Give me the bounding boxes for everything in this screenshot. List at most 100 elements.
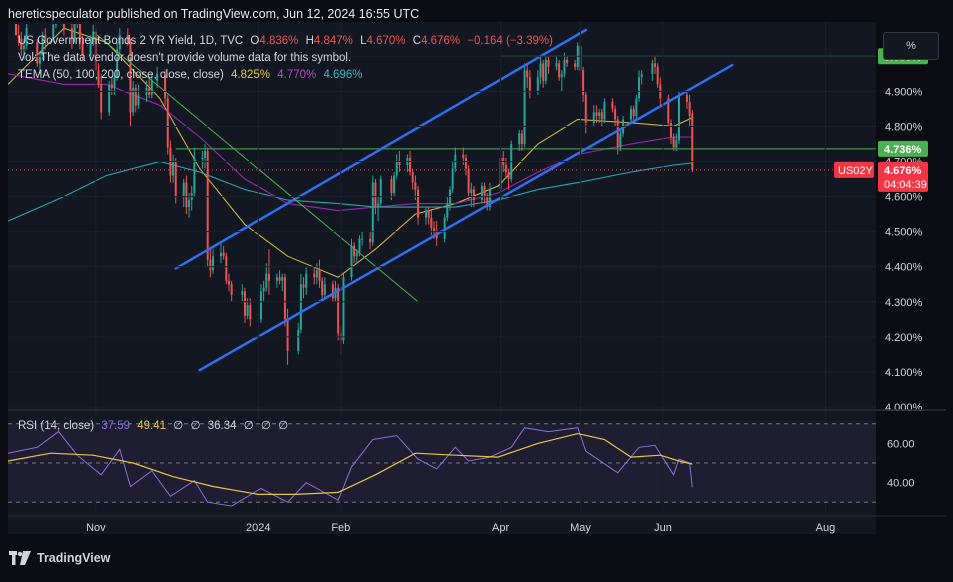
candle-body (353, 246, 355, 257)
publisher-header: hereticspeculator published on TradingVi… (8, 7, 419, 21)
symbol-tag-text: US02Y (838, 165, 874, 177)
price-label-text: 4.676% (884, 165, 922, 177)
candle-body (167, 98, 169, 147)
candle-body (673, 137, 675, 148)
candle-body (374, 183, 376, 208)
y-tick-label: 4.000% (885, 402, 923, 414)
candle-body (108, 84, 110, 112)
symbol-title[interactable]: US Government Bonds 2 YR Yield, 1D, TVC (18, 35, 243, 47)
x-tick-label: 2024 (246, 522, 270, 534)
candle-body (396, 162, 398, 176)
candle-body (670, 123, 672, 137)
candle-body (279, 277, 281, 281)
rsi-legend[interactable]: RSI (14, close) 37.59 49.41 ∅ ∅ 36.34 ∅ … (18, 418, 288, 432)
candle-body (619, 133, 621, 147)
candle-body (193, 158, 195, 193)
candle-body (172, 162, 174, 176)
candle-body (223, 253, 225, 257)
candle-body (204, 151, 206, 158)
y-tick-label: 4.900% (885, 86, 923, 98)
candle-body (598, 112, 600, 116)
candle-body (247, 305, 249, 316)
candle (380, 176, 382, 208)
candle-body (558, 63, 560, 77)
candle (225, 253, 227, 285)
candle-body (225, 256, 227, 281)
tema-label[interactable]: TEMA (50, 100, 200, close, close, close) (18, 69, 224, 81)
candle-body (574, 63, 576, 67)
candle-body (446, 204, 448, 218)
candle-body (393, 176, 395, 194)
rsi-empty-1: ∅ (173, 420, 183, 432)
candle-body (409, 158, 411, 172)
candle-body (689, 102, 691, 116)
y-tick-label: 4.800% (885, 121, 923, 133)
candle-body (417, 190, 419, 218)
candle-body (686, 95, 688, 102)
candle-body (651, 63, 653, 74)
candle-body (183, 183, 185, 197)
candle-body (505, 165, 507, 172)
candle-body (332, 284, 334, 298)
candle-body (111, 84, 113, 88)
candle-body (548, 60, 550, 67)
candle-body (641, 74, 643, 78)
candle-body (595, 112, 597, 116)
candle-body (361, 239, 363, 240)
candle-body (561, 74, 563, 78)
candle-body (350, 246, 352, 278)
candle-body (369, 239, 371, 243)
symbol-legend[interactable]: US Government Bonds 2 YR Yield, 1D, TVC … (18, 35, 553, 47)
candle-body (151, 81, 153, 95)
rsi-ma-value: 49.41 (137, 420, 166, 432)
candle-body (428, 211, 430, 218)
candle-body (614, 109, 616, 120)
y-tick-label: 4.500% (885, 227, 923, 239)
candle-body (380, 179, 382, 204)
percent-scale-button[interactable]: % (883, 32, 939, 60)
candle-body (281, 277, 283, 281)
candle-body (654, 63, 656, 67)
candle-body (358, 239, 360, 253)
change-value: −0.164 (−3.39%) (467, 35, 553, 47)
candle-body (185, 183, 187, 208)
y-tick-label: 4.200% (885, 332, 923, 344)
candle-body (220, 253, 222, 257)
rsi-tick-label: 60.00 (887, 438, 915, 450)
candle-body (473, 190, 475, 201)
rsi-empty-2: ∅ (190, 420, 200, 432)
candle-body (412, 172, 414, 183)
candle (524, 63, 526, 147)
candle-body (263, 288, 265, 292)
candle-body (297, 330, 299, 351)
candle-body (303, 284, 305, 288)
candle-body (137, 95, 139, 106)
candle-body (585, 95, 587, 123)
candle-body (566, 60, 568, 64)
candle-body (529, 77, 531, 91)
rsi-tick-label: 40.00 (887, 478, 915, 490)
candle (545, 56, 547, 84)
candle-body (390, 179, 392, 193)
tema-legend[interactable]: TEMA (50, 100, 200, close, close, close)… (18, 69, 362, 81)
y-tick-label: 4.400% (885, 262, 923, 274)
candle (678, 91, 680, 144)
x-tick-label: Aug (816, 522, 836, 534)
candle-body (518, 133, 520, 144)
candle-body (678, 95, 680, 141)
rsi-label[interactable]: RSI (14, close) (18, 420, 94, 432)
candle-body (601, 112, 603, 119)
candle-body (324, 284, 326, 295)
candle (691, 110, 693, 172)
candle-body (611, 102, 613, 109)
footer-brand[interactable]: TradingView (9, 551, 110, 565)
candle (393, 172, 395, 197)
tema200-value: 4.696% (323, 69, 362, 81)
candle (108, 81, 110, 116)
candle-body (540, 63, 542, 77)
candle-body (300, 284, 302, 330)
candle-body (425, 211, 427, 218)
x-tick-label: Jun (654, 522, 672, 534)
